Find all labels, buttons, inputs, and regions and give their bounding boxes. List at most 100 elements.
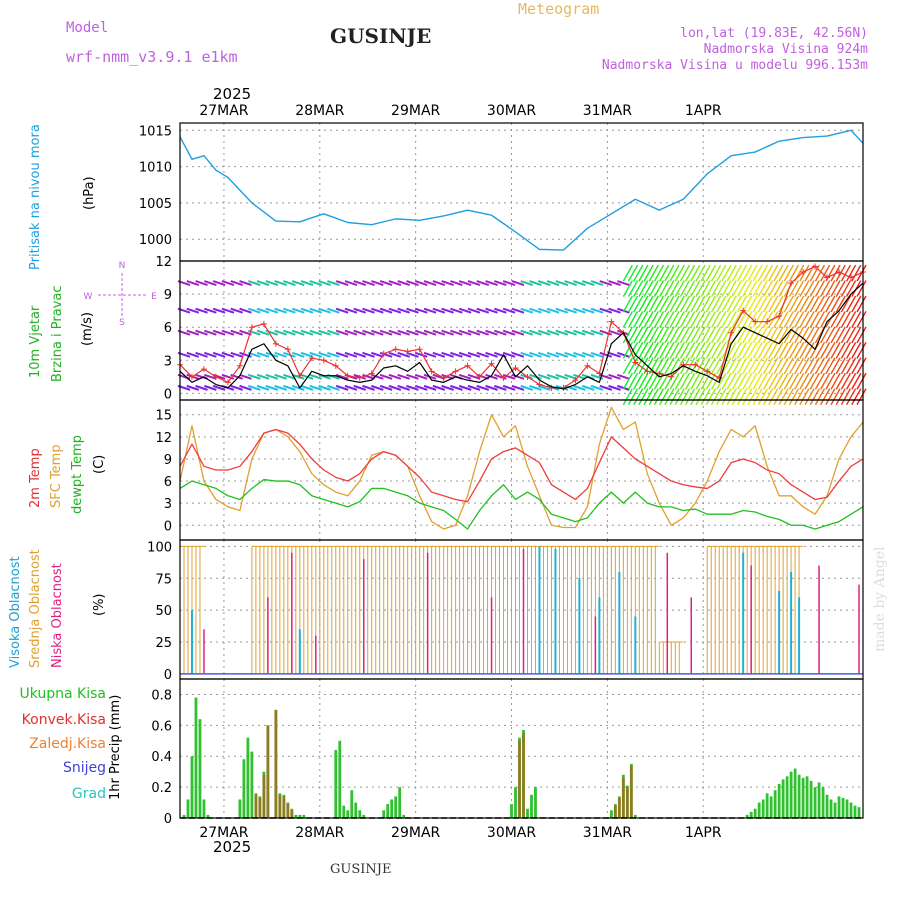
wind-barb (327, 329, 340, 336)
wind-barb-strong (648, 311, 659, 328)
wind-barb-strong (778, 264, 789, 282)
wind-barb-strong (809, 372, 820, 390)
wind-barb (573, 280, 586, 287)
wind-barb-strong (742, 357, 753, 375)
wind-barb-strong (643, 326, 654, 344)
wind-barb (362, 373, 375, 380)
wind-barb-strong (622, 357, 633, 375)
wind-barb-strong (778, 342, 789, 359)
wind-barb-strong (633, 388, 644, 406)
wind-barb-strong (773, 295, 784, 313)
wind-barb (432, 307, 446, 314)
wind-barb-strong (669, 295, 680, 313)
compass-label: W (84, 292, 93, 302)
wind-barb-strong (659, 295, 670, 313)
wind-barb (581, 351, 595, 358)
wind-barb-strong (856, 388, 867, 406)
wind-barb-strong (856, 357, 867, 375)
wind-barb-strong (633, 311, 644, 328)
wind-barb (230, 329, 244, 336)
wind-barb-strong (653, 264, 665, 282)
wind-barb-strong (825, 388, 836, 406)
wind-barb-strong (757, 311, 768, 328)
wind-barb-strong (643, 342, 654, 359)
wind-barb (370, 307, 384, 314)
wind-barb (494, 384, 507, 391)
wind-barb (283, 329, 296, 336)
wind-barb-strong (778, 388, 789, 406)
wind-barb-strong (638, 264, 649, 282)
wind-barb-strong (700, 295, 711, 313)
model-altitude-label: Nadmorska Visina u modelu 996.153m (601, 58, 868, 73)
wind-barb (379, 384, 393, 391)
wind-barb-strong (721, 326, 732, 344)
wind-barb-strong (700, 326, 711, 344)
y-tick-label: 1010 (139, 161, 172, 176)
wind-gust-marker (536, 381, 543, 388)
precip-total-bar (390, 799, 394, 818)
precip-conv-bar (621, 777, 625, 818)
precip-total-bar (394, 796, 398, 818)
wind-barb-strong (804, 295, 815, 313)
wind-barb-strong (778, 311, 789, 328)
wind-barb-strong (648, 280, 659, 297)
wind-barb-strong (726, 295, 737, 313)
wind-gust-marker (404, 348, 411, 355)
wind-gust-marker (764, 318, 771, 325)
wind-barb-strong (830, 342, 841, 359)
wind-gust-line (179, 265, 864, 389)
wind-barb (204, 384, 217, 391)
y-tick-label: 6 (164, 321, 172, 336)
wind-barb (511, 373, 525, 380)
wind-barb (581, 384, 595, 391)
wind-barb-strong (716, 372, 727, 390)
wind-barb (529, 373, 542, 380)
day-label-bottom: 27MAR (199, 825, 248, 841)
precip-conv-bar (629, 765, 633, 818)
wind-gust-marker (248, 324, 255, 331)
wind-barb (502, 373, 516, 380)
wind-barb-strong (716, 388, 727, 406)
precip-total-bar (250, 751, 254, 818)
wind-barb (274, 351, 287, 358)
wind-gust-marker (368, 370, 375, 377)
wind-barb-strong (705, 342, 717, 359)
wind-barb-strong (653, 357, 665, 375)
precip-total-bar (781, 779, 785, 818)
wind-barb (195, 384, 208, 391)
wind-barb-strong (809, 280, 820, 297)
precip-conv-bar (278, 794, 282, 818)
wind-barb (300, 329, 314, 336)
wind-barb (370, 329, 384, 336)
wind-barb (458, 280, 472, 287)
model-label: Model (66, 20, 109, 36)
wind-barb-strong (856, 311, 867, 328)
wind-barb-strong (716, 264, 727, 282)
wind-barb-strong (648, 357, 659, 375)
y-tick-label: 0.4 (151, 750, 172, 765)
wind-barb (291, 329, 305, 336)
wind-barb-strong (659, 357, 670, 375)
precip-total-bar (833, 802, 837, 818)
y-tick-label: 1000 (139, 233, 172, 248)
wind-barb (458, 307, 472, 314)
wind-barb-strong (799, 311, 810, 328)
wind-barb-strong (820, 280, 831, 297)
wind-barb-strong (653, 326, 665, 344)
wind-barb (212, 373, 226, 380)
precip-conv-bar (625, 787, 629, 818)
wind-gust-marker (632, 359, 639, 366)
wind-barb (397, 280, 410, 287)
wind-barb-strong (757, 372, 768, 390)
footer-station: GUSINJE (330, 862, 392, 877)
wind-barb-strong (825, 280, 836, 297)
wind-barb (274, 280, 287, 287)
wind-barb (247, 384, 261, 391)
wind-barb-strong (783, 264, 794, 282)
wind-barb-strong (814, 388, 826, 406)
wind-barb (274, 384, 287, 391)
wind-barb-strong (835, 372, 846, 390)
wind-barb (564, 280, 577, 287)
wind-barb-strong (762, 326, 774, 344)
